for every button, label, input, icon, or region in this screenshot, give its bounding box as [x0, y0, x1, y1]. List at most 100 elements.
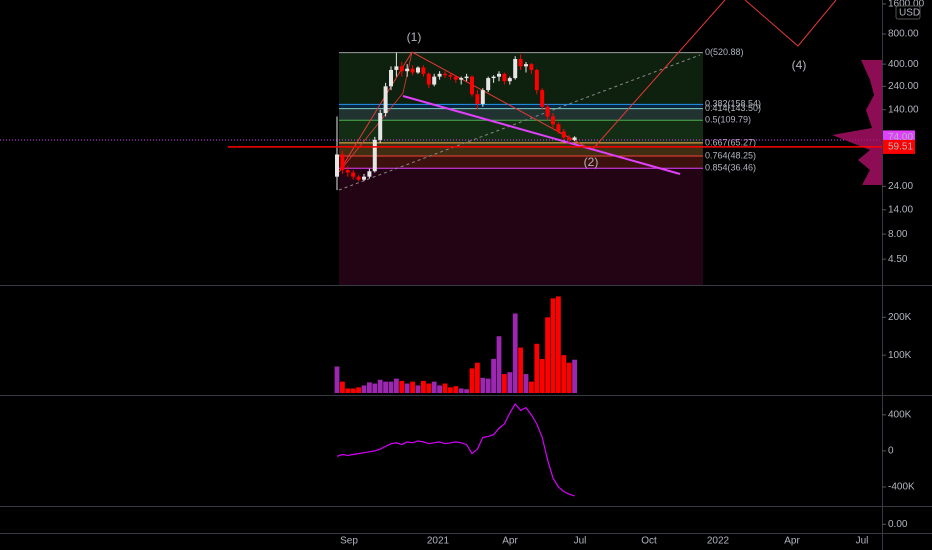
candle-body	[378, 112, 383, 140]
volume-bar	[410, 381, 415, 393]
volume-profile	[832, 60, 882, 185]
volume-bar	[394, 378, 399, 393]
fib-label: 0.5(109.79)	[705, 115, 751, 125]
x-tick-label: Oct	[641, 536, 657, 547]
candle-body	[421, 67, 426, 74]
wave-label: (2)	[584, 155, 599, 169]
x-tick-label: Apr	[784, 536, 800, 547]
candle-body	[475, 94, 480, 104]
volume-bar	[367, 382, 372, 393]
candle-body	[426, 73, 431, 85]
currency-box	[895, 5, 921, 20]
indicator-line	[336, 402, 575, 497]
fib-label: 0.414(143.50)	[705, 103, 761, 113]
elliott-wave	[338, 51, 413, 173]
fib-zones: 0(520.88) 0.382(158.54)0.414(143.50) 0.5(1…	[339, 47, 761, 285]
volume-bar	[539, 358, 545, 393]
volume-bar	[437, 385, 442, 393]
candle-body	[464, 76, 469, 79]
fib-zone	[339, 108, 703, 121]
volume-bar	[383, 381, 388, 393]
candle-body	[524, 64, 528, 67]
candle-body	[556, 124, 561, 132]
volume-bar	[523, 374, 529, 393]
volume-bar	[507, 372, 513, 393]
y-tick-label: 200K	[888, 312, 912, 323]
volume-bar	[334, 366, 340, 393]
volume-bar	[356, 387, 361, 393]
candle-body	[405, 68, 410, 72]
y-tick-label: 24.00	[888, 181, 913, 192]
candle-body	[389, 69, 393, 87]
y-tick-label: 140.00	[888, 104, 919, 115]
candle-body	[410, 68, 415, 73]
marks: 1600.00 800.00 400.00 240.00 140.00 24.00 14.0…	[228, 0, 925, 547]
volume-bar	[388, 381, 394, 393]
x-tick-label: Jul	[856, 536, 869, 547]
fib-label: 0.667(65.27)	[705, 137, 756, 147]
wave-label: (1)	[407, 30, 422, 44]
volume-bar	[475, 362, 480, 393]
volume-bar	[421, 380, 426, 393]
fib-zone	[339, 120, 703, 143]
volume-bar	[426, 383, 432, 393]
candle-body	[486, 78, 491, 91]
y-tick-label: 100K	[888, 350, 912, 361]
candle-body	[534, 69, 539, 91]
candle-body	[540, 90, 545, 107]
volume-bar	[448, 387, 453, 393]
candle-body	[394, 66, 399, 70]
y-tick-label: 0.00	[888, 519, 908, 530]
price-label-box	[883, 139, 915, 154]
volume-bar	[545, 317, 550, 393]
candle-body	[480, 90, 485, 104]
candle-body	[470, 76, 474, 95]
candle-body	[340, 154, 345, 170]
candle-body	[459, 78, 464, 80]
fib-label: 0.764(48.25)	[705, 150, 756, 160]
volume-bar	[550, 298, 556, 393]
volume-bar	[464, 389, 469, 393]
volume-bar	[377, 379, 383, 393]
candle-body	[356, 176, 361, 180]
fib-zone	[339, 104, 703, 109]
y-tick-label: 800.00	[888, 29, 919, 40]
candle-body	[491, 76, 496, 79]
volume-bar	[404, 383, 410, 393]
volume-bar	[415, 385, 421, 393]
y-tick-label: 14.00	[888, 204, 913, 215]
volume-bar	[502, 374, 507, 393]
volume-bar	[480, 377, 486, 393]
candle-body	[545, 106, 550, 117]
candle-body	[416, 67, 420, 73]
y-tick-label: 0	[888, 446, 894, 457]
candle-body	[567, 137, 572, 140]
candle-body	[372, 139, 377, 172]
candle-body	[529, 64, 534, 70]
volume-bar	[442, 383, 448, 393]
volume-bar	[572, 359, 577, 393]
elliott-wave	[338, 0, 726, 173]
volume-bar	[518, 347, 523, 393]
candle-body	[367, 171, 372, 177]
volume-bar	[556, 296, 561, 393]
y-tick-label: 8.00	[888, 229, 908, 240]
volume-bar	[485, 378, 491, 393]
fib-zone	[339, 142, 703, 157]
currency: USD	[899, 8, 920, 19]
x-tick-label: Jul	[574, 536, 587, 547]
price-label: 74.00	[888, 132, 913, 143]
fib-zone	[339, 156, 703, 169]
x-tick-label: 2021	[427, 536, 450, 547]
fib-zone	[339, 168, 703, 285]
candle-body	[513, 59, 518, 79]
volume-bar	[458, 388, 464, 393]
volume-bar	[512, 313, 518, 393]
wave-label: (4)	[792, 58, 807, 72]
price-label: 59.51	[888, 142, 913, 153]
volume-bar	[496, 336, 502, 393]
candle-body	[383, 86, 388, 113]
elliott-wave	[744, 0, 837, 47]
